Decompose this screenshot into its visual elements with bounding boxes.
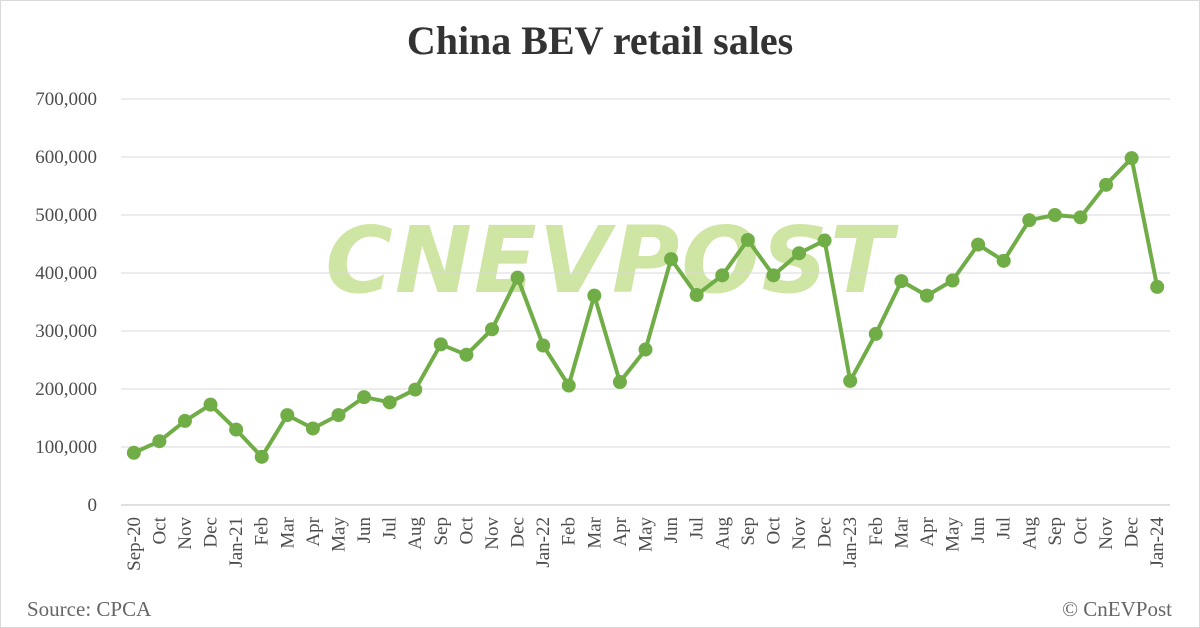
data-point <box>740 232 755 247</box>
x-tick-label: Oct <box>1070 516 1091 544</box>
x-tick-label: Nov <box>1096 517 1117 550</box>
x-tick-label: Jun <box>968 517 989 544</box>
x-tick-label: Apr <box>610 516 631 546</box>
y-tick-label: 400,000 <box>35 263 97 284</box>
data-point <box>1022 213 1037 228</box>
data-point <box>971 237 986 252</box>
x-tick-label: Jan-23 <box>840 517 861 568</box>
y-axis-ticks: 0 100,000 200,000 300,000 400,000 500,000 600,… <box>35 89 97 516</box>
data-point <box>229 422 244 437</box>
y-tick-label: 100,000 <box>35 437 97 458</box>
data-point <box>177 413 192 428</box>
x-tick-label: Mar <box>277 516 298 548</box>
data-point <box>126 445 141 460</box>
x-tick-label: Dec <box>1122 517 1143 548</box>
x-tick-label: Mar <box>584 516 605 548</box>
data-point <box>408 382 423 397</box>
data-point <box>203 397 218 412</box>
x-tick-label: Jan-24 <box>1147 517 1168 568</box>
x-tick-label: Nov <box>482 517 503 550</box>
x-tick-label: Jun <box>354 517 375 544</box>
data-point <box>689 288 704 303</box>
data-point <box>536 338 551 353</box>
data-point <box>817 233 832 248</box>
data-point <box>305 421 320 436</box>
data-point <box>459 347 474 362</box>
x-tick-label: Oct <box>456 516 477 544</box>
x-tick-label: Sep <box>738 517 759 546</box>
x-tick-label: Feb <box>866 517 887 546</box>
data-point <box>1073 210 1088 225</box>
x-tick-label: Aug <box>405 517 426 550</box>
x-tick-label: Nov <box>175 517 196 550</box>
x-tick-label: Jan-22 <box>533 517 554 568</box>
source-note: Source: CPCA <box>27 597 152 621</box>
data-point <box>715 268 730 283</box>
x-tick-label: Oct <box>763 516 784 544</box>
x-tick-label: Apr <box>917 516 938 546</box>
x-tick-label: Dec <box>508 517 529 548</box>
x-tick-label: Dec <box>815 517 836 548</box>
data-point <box>561 378 576 393</box>
data-point <box>587 288 602 303</box>
data-point <box>152 434 167 449</box>
data-point <box>1047 208 1062 222</box>
data-point <box>919 288 934 303</box>
x-tick-label: Sep <box>431 517 452 546</box>
x-tick-label: Jul <box>380 517 401 539</box>
x-tick-label: May <box>636 517 657 552</box>
y-tick-label: 0 <box>88 495 98 516</box>
x-tick-label: May <box>328 517 349 552</box>
data-point <box>1099 177 1114 192</box>
data-point <box>792 246 807 261</box>
data-point <box>638 342 653 357</box>
x-tick-label: Jul <box>687 517 708 539</box>
chart-title: China BEV retail sales <box>407 18 793 63</box>
x-tick-label: Feb <box>559 517 580 546</box>
x-tick-label: Aug <box>1019 517 1040 550</box>
y-tick-label: 500,000 <box>35 205 97 226</box>
y-tick-label: 600,000 <box>35 147 97 168</box>
x-tick-label: Mar <box>891 516 912 548</box>
x-tick-label: Feb <box>252 517 273 546</box>
data-point <box>894 274 909 289</box>
data-point <box>766 268 781 283</box>
data-point <box>357 390 372 405</box>
x-tick-label: Oct <box>149 516 170 544</box>
copyright-note: © CnEVPost <box>1062 597 1172 621</box>
data-point <box>996 253 1011 268</box>
watermark-logo: CNEVPOST <box>325 207 898 314</box>
x-tick-label: Nov <box>789 517 810 550</box>
x-tick-label: Sep <box>1045 517 1066 546</box>
data-point <box>280 408 295 423</box>
data-point <box>664 252 679 267</box>
gridlines <box>121 98 1170 506</box>
data-point <box>510 270 525 285</box>
data-point <box>945 273 960 288</box>
data-point <box>843 373 858 388</box>
data-point <box>868 326 883 341</box>
data-point <box>1150 279 1165 294</box>
data-point <box>484 322 499 337</box>
data-point <box>382 395 397 410</box>
data-point <box>612 375 627 390</box>
y-tick-label: 200,000 <box>35 379 97 400</box>
data-point <box>254 449 269 464</box>
series-sales <box>126 151 1165 464</box>
x-tick-label: Jan-21 <box>226 517 247 568</box>
x-tick-label: Jul <box>994 517 1015 539</box>
data-point <box>1124 151 1139 166</box>
x-tick-label: May <box>943 517 964 552</box>
x-tick-label: Sep-20 <box>124 517 145 571</box>
y-tick-label: 700,000 <box>35 89 97 110</box>
y-tick-label: 300,000 <box>35 321 97 342</box>
data-point <box>331 408 346 423</box>
x-tick-label: Dec <box>201 517 222 548</box>
x-tick-label: Aug <box>712 517 733 550</box>
x-axis-ticks: Sep-20 Oct Nov Dec Jan-21 Feb Mar Apr May Jun Jul A… <box>124 516 1168 571</box>
x-tick-label: Apr <box>303 516 324 546</box>
x-tick-label: Jun <box>661 517 682 544</box>
data-point <box>433 337 448 352</box>
